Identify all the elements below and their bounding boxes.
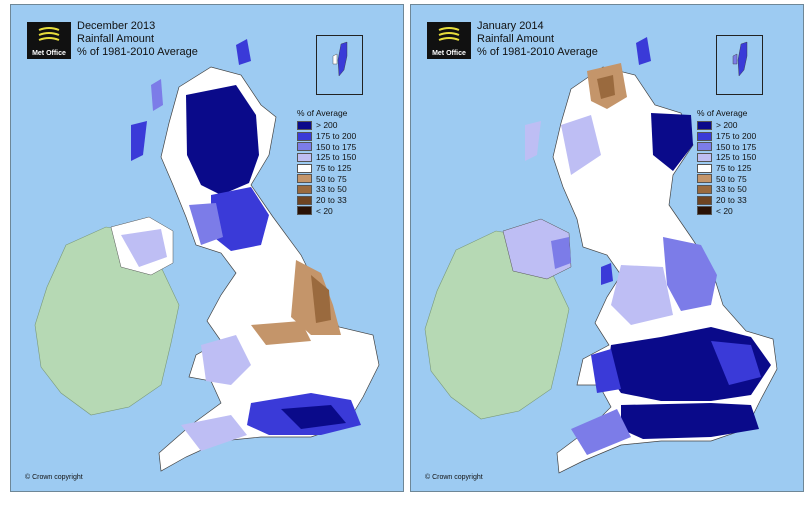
legend-label: 20 to 33 bbox=[716, 195, 747, 206]
copyright-text: © Crown copyright bbox=[425, 474, 483, 481]
legend-swatch bbox=[297, 120, 312, 130]
legend-swatch bbox=[697, 131, 712, 141]
map-panel-december: Met Office December 2013 Rainfall Amount… bbox=[10, 4, 404, 492]
logo-text: Met Office bbox=[432, 50, 466, 57]
legend-item: < 20 bbox=[297, 206, 356, 217]
met-office-emblem-icon bbox=[38, 27, 60, 41]
legend-item: 75 to 125 bbox=[297, 163, 356, 174]
legend-item: 20 to 33 bbox=[697, 195, 756, 206]
map-legend: % of Average > 200 175 to 200 150 to 175… bbox=[297, 108, 356, 216]
legend-swatch bbox=[297, 195, 312, 205]
map-title: January 2014 Rainfall Amount % of 1981-2… bbox=[477, 20, 598, 59]
legend-item: > 200 bbox=[297, 120, 356, 131]
legend-item: 125 to 150 bbox=[697, 152, 756, 163]
legend-label: 20 to 33 bbox=[316, 195, 347, 206]
map-legend: % of Average > 200 175 to 200 150 to 175… bbox=[697, 108, 756, 216]
legend-item: 50 to 75 bbox=[297, 173, 356, 184]
legend-label: < 20 bbox=[316, 205, 333, 216]
legend-swatch bbox=[297, 174, 312, 184]
legend-item: 33 to 50 bbox=[297, 184, 356, 195]
legend-label: 75 to 125 bbox=[716, 163, 752, 174]
legend-item: 50 to 75 bbox=[697, 173, 756, 184]
legend-item: 175 to 200 bbox=[697, 131, 756, 142]
legend-label: 150 to 175 bbox=[316, 141, 357, 152]
legend-swatch bbox=[697, 184, 712, 194]
met-office-logo: Met Office bbox=[427, 22, 471, 59]
legend-swatch bbox=[697, 174, 712, 184]
map-month: December 2013 bbox=[77, 20, 156, 32]
map-panel-january: Met Office January 2014 Rainfall Amount … bbox=[410, 4, 804, 492]
legend-item: 75 to 125 bbox=[697, 163, 756, 174]
northern-ireland bbox=[502, 218, 572, 280]
legend-label: 33 to 50 bbox=[716, 184, 747, 195]
legend-item: 20 to 33 bbox=[297, 195, 356, 206]
legend-label: 150 to 175 bbox=[716, 141, 757, 152]
legend-swatch bbox=[297, 131, 312, 141]
met-office-emblem-icon bbox=[438, 27, 460, 41]
uk-rainfall-map bbox=[34, 39, 380, 472]
copyright-text: © Crown copyright bbox=[25, 474, 83, 481]
map-month: January 2014 bbox=[477, 20, 544, 32]
legend-label: 175 to 200 bbox=[316, 131, 357, 142]
legend-label: < 20 bbox=[716, 205, 733, 216]
legend-label: 50 to 75 bbox=[716, 173, 747, 184]
legend-label: 125 to 150 bbox=[716, 152, 757, 163]
map-subtitle-average: % of 1981-2010 Average bbox=[477, 46, 598, 58]
uk-rainfall-map bbox=[424, 37, 778, 474]
legend-swatch bbox=[297, 184, 312, 194]
legend-label: > 200 bbox=[316, 120, 338, 131]
map-subtitle: Rainfall Amount bbox=[477, 33, 555, 45]
legend-item: 125 to 150 bbox=[297, 152, 356, 163]
logo-text: Met Office bbox=[32, 50, 66, 57]
legend-swatch bbox=[697, 206, 712, 216]
legend-swatch bbox=[697, 142, 712, 152]
legend-swatch bbox=[297, 163, 312, 173]
legend-label: 33 to 50 bbox=[316, 184, 347, 195]
legend-swatch bbox=[697, 152, 712, 162]
legend-label: 175 to 200 bbox=[716, 131, 757, 142]
legend-swatch bbox=[697, 195, 712, 205]
shetland-inset bbox=[316, 35, 363, 95]
legend-item: 175 to 200 bbox=[297, 131, 356, 142]
legend-item: 33 to 50 bbox=[697, 184, 756, 195]
legend-label: 125 to 150 bbox=[316, 152, 357, 163]
legend-item: 150 to 175 bbox=[697, 141, 756, 152]
legend-label: 50 to 75 bbox=[316, 173, 347, 184]
legend-swatch bbox=[297, 206, 312, 216]
map-title: December 2013 Rainfall Amount % of 1981-… bbox=[77, 20, 198, 59]
legend-swatch bbox=[697, 163, 712, 173]
shetland-inset bbox=[716, 35, 763, 95]
legend-swatch bbox=[297, 142, 312, 152]
legend-item: < 20 bbox=[697, 206, 756, 217]
map-subtitle-average: % of 1981-2010 Average bbox=[77, 46, 198, 58]
legend-swatch bbox=[697, 120, 712, 130]
legend-item: > 200 bbox=[697, 120, 756, 131]
legend-title: % of Average bbox=[697, 108, 748, 118]
legend-label: 75 to 125 bbox=[316, 163, 352, 174]
legend-title: % of Average bbox=[297, 108, 348, 118]
met-office-logo: Met Office bbox=[27, 22, 71, 59]
map-subtitle: Rainfall Amount bbox=[77, 33, 155, 45]
legend-swatch bbox=[297, 152, 312, 162]
legend-label: > 200 bbox=[716, 120, 738, 131]
legend-item: 150 to 175 bbox=[297, 141, 356, 152]
